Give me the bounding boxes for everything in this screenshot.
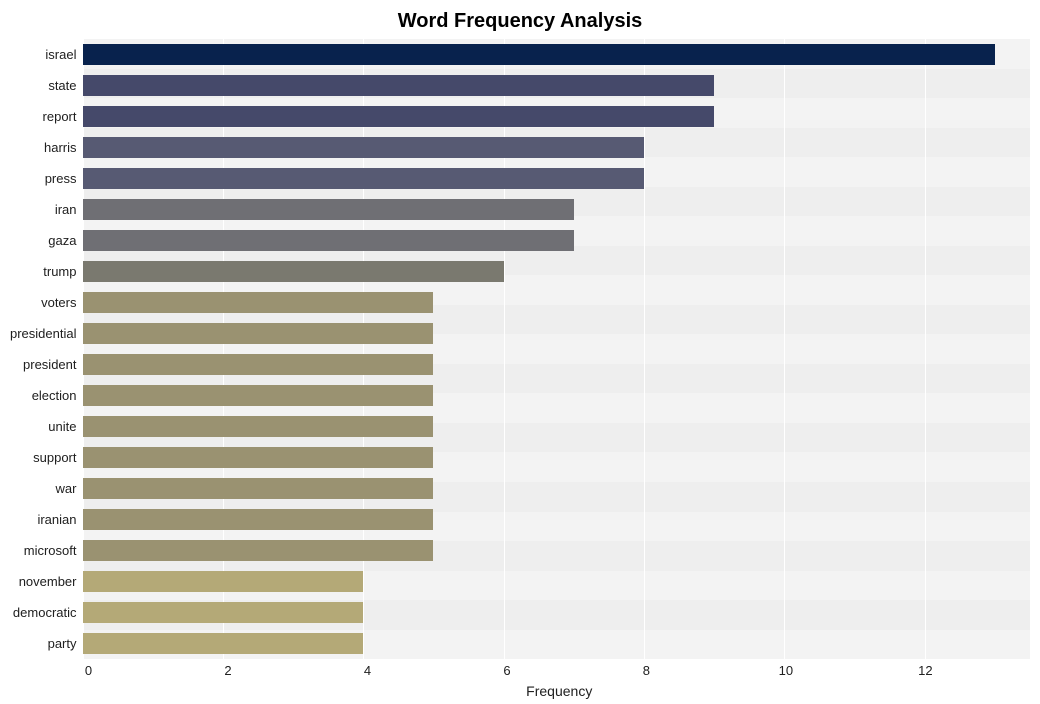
bar (83, 385, 434, 406)
bar (83, 416, 434, 437)
y-tick-label: harris (44, 141, 77, 154)
bar (83, 199, 574, 220)
x-axis-area: Frequency 0 2 4 6 8 10 12 (10, 659, 1030, 704)
bar (83, 44, 995, 65)
y-tick-label: presidential (10, 327, 77, 340)
plot-area (83, 39, 1031, 659)
plot-wrap: israel state report harris press iran gaza trum… (10, 39, 1030, 659)
x-tick-label: 10 (779, 663, 793, 678)
y-tick-label: iranian (37, 513, 76, 526)
x-spacer (10, 659, 89, 704)
y-tick-label: unite (48, 420, 76, 433)
x-axis: Frequency 024681012 (89, 659, 1031, 704)
chart-title: Word Frequency Analysis (10, 10, 1030, 33)
word-frequency-chart: Word Frequency Analysis israel state repor… (0, 0, 1040, 701)
y-tick-label: press (45, 172, 77, 185)
y-tick-label: report (43, 110, 77, 123)
bar (83, 292, 434, 313)
bar (83, 509, 434, 530)
x-tick-label: 2 (224, 663, 231, 678)
x-tick-label: 12 (918, 663, 932, 678)
x-tick-label: 6 (503, 663, 510, 678)
y-tick-label: trump (43, 265, 76, 278)
x-tick-label: 4 (364, 663, 371, 678)
bar (83, 633, 364, 654)
y-tick-label: israel (45, 48, 76, 61)
bar (83, 75, 715, 96)
y-axis: israel state report harris press iran gaza trum… (10, 39, 83, 659)
y-tick-label: election (32, 389, 77, 402)
y-tick-label: state (48, 79, 76, 92)
bar (83, 571, 364, 592)
bar (83, 168, 644, 189)
y-tick-label: gaza (48, 234, 76, 247)
y-tick-label: microsoft (24, 544, 77, 557)
bar (83, 354, 434, 375)
bar (83, 602, 364, 623)
bar (83, 447, 434, 468)
bar (83, 106, 715, 127)
bar (83, 478, 434, 499)
y-tick-label: voters (41, 296, 76, 309)
bar (83, 323, 434, 344)
y-tick-label: war (56, 482, 77, 495)
bar (83, 230, 574, 251)
y-tick-label: party (48, 637, 77, 650)
y-tick-label: president (23, 358, 76, 371)
x-axis-title: Frequency (526, 683, 592, 699)
x-tick-label: 8 (643, 663, 650, 678)
x-tick-label: 0 (85, 663, 92, 678)
bar (83, 540, 434, 561)
y-tick-label: iran (55, 203, 77, 216)
y-tick-label: support (33, 451, 76, 464)
bar (83, 261, 504, 282)
bars-layer (83, 39, 1031, 659)
y-tick-label: november (19, 575, 77, 588)
y-tick-label: democratic (13, 606, 77, 619)
bar (83, 137, 644, 158)
